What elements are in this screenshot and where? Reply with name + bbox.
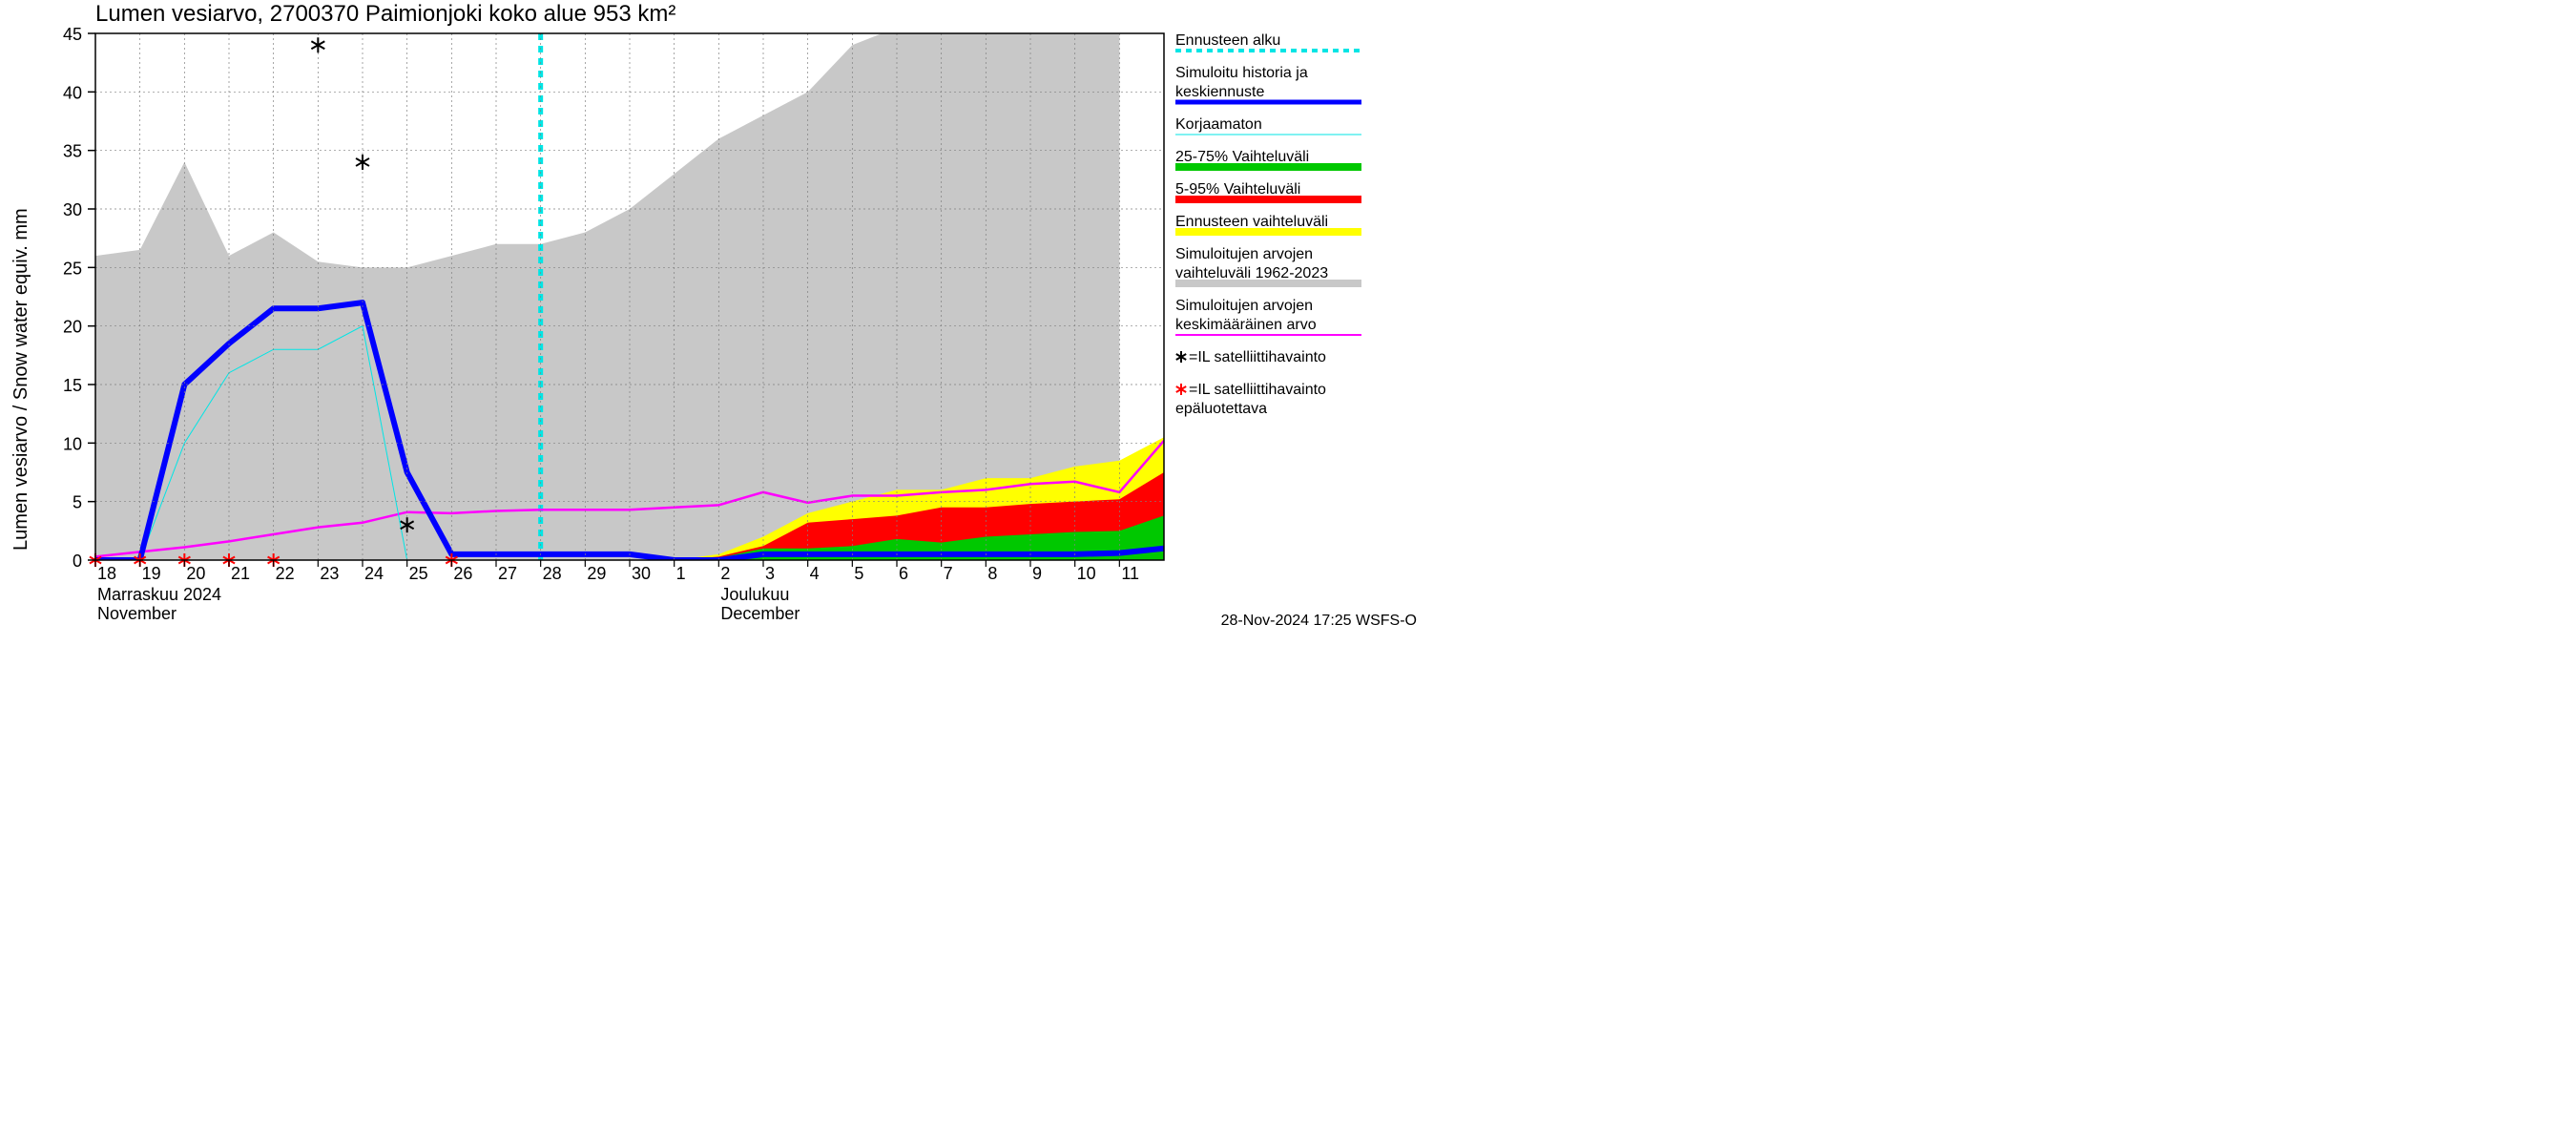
x-tick-label: 4 xyxy=(810,564,820,583)
legend-label: epäluotettava xyxy=(1175,401,1267,417)
chart-svg: 0510152025303540451819202122232425262728… xyxy=(0,0,1431,636)
y-tick-label: 35 xyxy=(63,142,82,161)
legend-label: Simuloitujen arvojen xyxy=(1175,246,1313,262)
y-axis-label: Lumen vesiarvo / Snow water equiv. mm xyxy=(10,208,31,551)
legend-label: 25-75% Vaihteluväli xyxy=(1175,149,1309,165)
chart-container: 0510152025303540451819202122232425262728… xyxy=(0,0,1431,636)
x-tick-label: 2 xyxy=(720,564,730,583)
y-tick-label: 40 xyxy=(63,83,82,102)
x-tick-label: 22 xyxy=(276,564,295,583)
x-tick-label: 10 xyxy=(1077,564,1096,583)
x-tick-label: 5 xyxy=(854,564,863,583)
y-tick-label: 30 xyxy=(63,200,82,219)
y-tick-label: 15 xyxy=(63,376,82,395)
legend-label: Ennusteen alku xyxy=(1175,32,1280,49)
legend-label: 5-95% Vaihteluväli xyxy=(1175,181,1300,198)
legend-label: Ennusteen vaihteluväli xyxy=(1175,214,1328,230)
x-tick-label: 25 xyxy=(409,564,428,583)
y-tick-label: 5 xyxy=(73,493,82,512)
month-label: December xyxy=(720,604,800,623)
x-tick-label: 7 xyxy=(944,564,953,583)
footer-timestamp: 28-Nov-2024 17:25 WSFS-O xyxy=(1221,613,1417,629)
x-tick-label: 11 xyxy=(1121,564,1139,583)
y-tick-label: 25 xyxy=(63,259,82,278)
x-tick-label: 6 xyxy=(899,564,908,583)
chart-title: Lumen vesiarvo, 2700370 Paimionjoki koko… xyxy=(95,1,675,27)
legend-label: keskimääräinen arvo xyxy=(1175,317,1317,333)
legend-label: =IL satelliittihavainto xyxy=(1189,349,1326,365)
legend-label: vaihteluväli 1962-2023 xyxy=(1175,265,1328,281)
x-tick-label: 19 xyxy=(142,564,161,583)
x-tick-label: 1 xyxy=(676,564,686,583)
x-tick-label: 8 xyxy=(987,564,997,583)
x-tick-label: 23 xyxy=(320,564,339,583)
x-tick-label: 24 xyxy=(364,564,384,583)
x-tick-label: 27 xyxy=(498,564,517,583)
legend-label: keskiennuste xyxy=(1175,84,1264,100)
x-tick-label: 30 xyxy=(632,564,651,583)
month-label: Joulukuu xyxy=(720,585,789,604)
month-label: Marraskuu 2024 xyxy=(97,585,221,604)
x-tick-label: 29 xyxy=(587,564,606,583)
legend-label: Korjaamaton xyxy=(1175,116,1262,133)
legend-label: =IL satelliittihavainto xyxy=(1189,382,1326,398)
y-tick-label: 10 xyxy=(63,434,82,453)
y-tick-label: 0 xyxy=(73,552,82,571)
y-tick-label: 45 xyxy=(63,25,82,44)
y-tick-label: 20 xyxy=(63,318,82,337)
x-tick-label: 20 xyxy=(186,564,205,583)
x-tick-label: 3 xyxy=(765,564,775,583)
legend-label: Simuloitu historia ja xyxy=(1175,65,1308,81)
x-tick-label: 18 xyxy=(97,564,116,583)
x-tick-label: 9 xyxy=(1032,564,1042,583)
x-tick-label: 26 xyxy=(453,564,472,583)
legend-label: Simuloitujen arvojen xyxy=(1175,298,1313,314)
x-tick-label: 28 xyxy=(543,564,562,583)
x-tick-label: 21 xyxy=(231,564,250,583)
month-label: November xyxy=(97,604,177,623)
